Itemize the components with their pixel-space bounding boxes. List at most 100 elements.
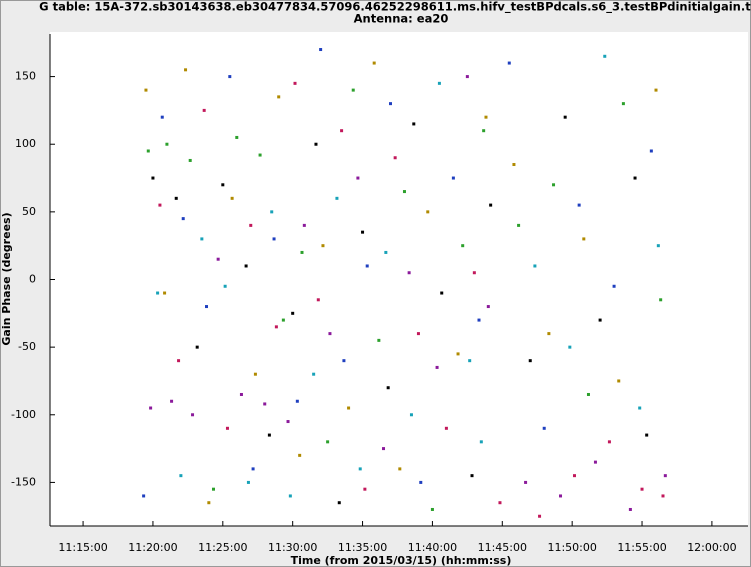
point	[361, 230, 365, 234]
point	[191, 413, 195, 417]
point	[281, 318, 285, 322]
point	[291, 311, 295, 315]
point	[407, 271, 411, 275]
point	[386, 386, 390, 390]
point	[177, 359, 181, 363]
point	[419, 480, 423, 484]
point	[272, 237, 276, 241]
point	[409, 413, 413, 417]
x-tick-label: 11:25:00	[198, 541, 247, 554]
x-tick-label: 11:50:00	[547, 541, 596, 554]
point	[430, 507, 434, 511]
point	[156, 291, 160, 295]
point	[258, 153, 262, 157]
point	[603, 54, 607, 58]
point	[621, 102, 625, 106]
point	[663, 474, 667, 478]
x-axis-label: Time (from 2015/03/15) (hh:mm:ss)	[291, 554, 512, 567]
point	[547, 332, 551, 336]
point	[517, 223, 521, 227]
point	[612, 284, 616, 288]
point	[356, 176, 360, 180]
point	[358, 467, 362, 471]
x-tick-label: 11:40:00	[408, 541, 457, 554]
point	[559, 494, 563, 498]
point	[640, 487, 644, 491]
point	[577, 203, 581, 207]
point	[528, 359, 532, 363]
point	[223, 284, 227, 288]
y-tick-label: 150	[15, 70, 36, 83]
point	[482, 129, 486, 133]
x-tick-label: 11:35:00	[338, 541, 387, 554]
point	[158, 203, 162, 207]
point	[661, 494, 665, 498]
point	[489, 203, 493, 207]
point	[335, 196, 339, 200]
point	[286, 420, 290, 424]
point	[393, 156, 397, 160]
point	[293, 81, 297, 85]
point	[337, 501, 341, 505]
point	[253, 372, 257, 376]
point	[316, 298, 320, 302]
point	[384, 250, 388, 254]
x-tick-label: 11:20:00	[128, 541, 177, 554]
point	[151, 176, 155, 180]
point	[563, 115, 567, 119]
point	[312, 372, 316, 376]
point	[221, 183, 225, 187]
y-axis-label: Gain Phase (degrees)	[0, 212, 13, 345]
point	[372, 61, 376, 65]
y-tick-label: -50	[18, 340, 36, 353]
point	[216, 257, 220, 261]
point	[277, 95, 281, 99]
point	[388, 102, 392, 106]
point	[270, 210, 274, 214]
point	[468, 359, 472, 363]
point	[598, 318, 602, 322]
point	[160, 115, 164, 119]
point	[402, 190, 406, 194]
chart-title: G table: 15A-372.sb30143638.eb30477834.5…	[39, 0, 751, 15]
point	[593, 460, 597, 464]
point	[251, 467, 255, 471]
point	[235, 135, 239, 139]
point	[195, 345, 199, 349]
point	[181, 217, 185, 221]
point	[146, 149, 150, 153]
point	[165, 142, 169, 146]
point	[607, 440, 611, 444]
point	[377, 338, 381, 342]
x-tick-label: 11:55:00	[617, 541, 666, 554]
point	[295, 399, 299, 403]
y-tick-label: -150	[11, 475, 36, 488]
point	[342, 359, 346, 363]
point	[465, 75, 469, 79]
point	[638, 406, 642, 410]
point	[163, 291, 167, 295]
x-tick-label: 11:45:00	[478, 541, 527, 554]
point	[656, 244, 660, 248]
x-tick-label: 11:15:00	[58, 541, 107, 554]
point	[363, 487, 367, 491]
point	[302, 223, 306, 227]
point	[351, 88, 355, 92]
point	[230, 196, 234, 200]
point	[649, 149, 653, 153]
point	[426, 210, 430, 214]
y-tick-label: -100	[11, 408, 36, 421]
points	[142, 48, 667, 518]
point	[507, 61, 511, 65]
point	[479, 440, 483, 444]
x-tick-label: 11:30:00	[268, 541, 317, 554]
point	[437, 81, 441, 85]
point	[142, 494, 146, 498]
point	[568, 345, 572, 349]
point	[144, 88, 148, 92]
point	[347, 406, 351, 410]
point	[435, 365, 439, 369]
point	[249, 223, 253, 227]
